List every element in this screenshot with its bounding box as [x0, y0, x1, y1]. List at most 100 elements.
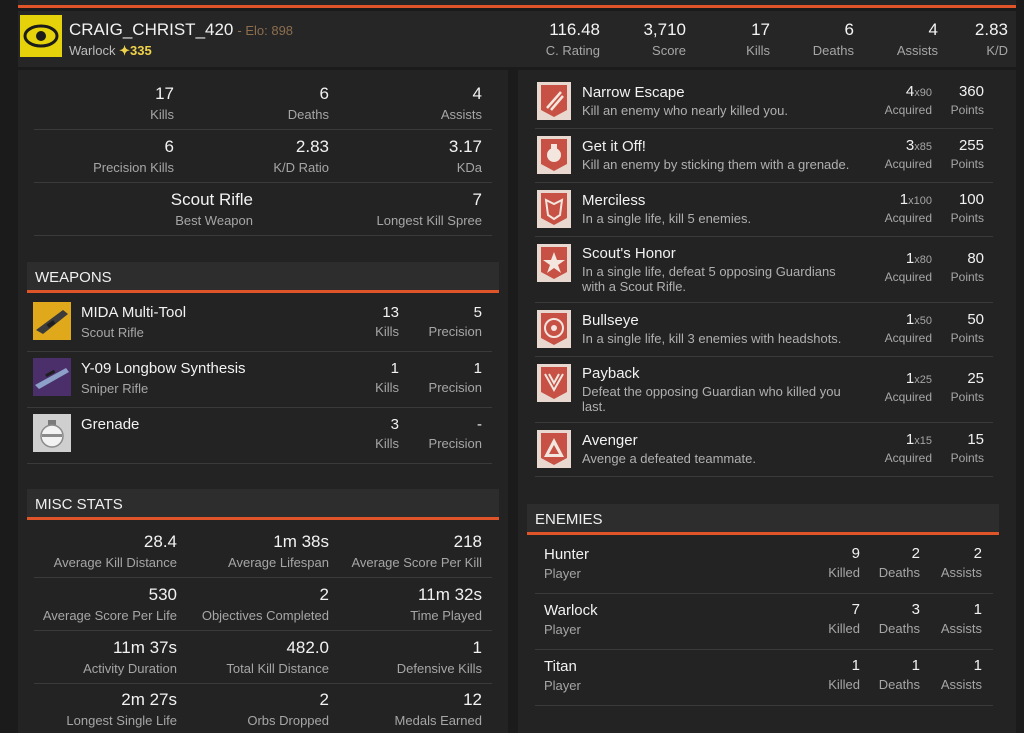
summary-row: 17 Kills 6 Deaths 4 Assists [34, 78, 492, 130]
header-stat-label: Assists [896, 43, 938, 58]
medal-row[interactable]: Payback Defeat the opposing Guardian who… [535, 358, 993, 423]
summary-kill-spree: 7 Longest Kill Spree [376, 190, 482, 228]
stat-label: Best Weapon [175, 213, 253, 228]
stat-label: Defensive Kills [396, 661, 482, 676]
narrow-escape-medal-icon [537, 82, 571, 120]
misc-stat: 218 Average Score Per Kill [351, 532, 482, 570]
enemy-row[interactable]: Hunter Player 9 Killed 2 Deaths 2 Assists [535, 538, 993, 594]
medal-row[interactable]: Get it Off! Kill an enemy by sticking th… [535, 130, 993, 183]
stat-label: Average Lifespan [228, 555, 329, 570]
medal-points: 80 Points [951, 250, 984, 284]
stat-value: - [477, 416, 482, 433]
misc-row: 28.4 Average Kill Distance 1m 38s Average … [34, 525, 492, 578]
weapons-header: WEAPONS [27, 262, 499, 293]
stat-value: 1m 38s [273, 532, 329, 551]
medal-name: Merciless [582, 192, 646, 209]
stat-value: 12 [463, 690, 482, 709]
header-stat-label: C. Rating [545, 43, 600, 58]
summary-deaths: 6 Deaths [288, 84, 329, 122]
enemy-row[interactable]: Warlock Player 7 Killed 3 Deaths 1 Assists [535, 594, 993, 650]
medal-row[interactable]: Scout's Honor In a single life, defeat 5… [535, 238, 993, 303]
scout-rifle-icon [33, 302, 71, 340]
right-panel [518, 70, 1016, 733]
medal-description: In a single life, kill 3 enemies with he… [582, 331, 842, 346]
misc-stat: 530 Average Score Per Life [43, 585, 177, 623]
enemies-header: ENEMIES [527, 504, 999, 535]
stat-value: 3 [390, 416, 399, 433]
enemy-assists: 1 Assists [941, 657, 982, 692]
stat-label: Average Score Per Kill [351, 555, 482, 570]
stat-value: 2m 27s [121, 690, 177, 709]
stat-label: Longest Kill Spree [376, 213, 482, 228]
medal-multiplier: x15 [914, 435, 932, 447]
weapon-row[interactable]: MIDA Multi-Tool Scout Rifle 13 Kills 5 Pre… [27, 296, 492, 352]
summary-kda: 3.17 KDa [449, 137, 482, 175]
stat-value: 7 [851, 601, 860, 618]
medal-row[interactable]: Avenger Avenge a defeated teammate. 1x15… [535, 424, 993, 477]
stat-value: 3.17 [448, 137, 482, 156]
enemy-type: Player [544, 678, 581, 693]
stat-label: Deaths [878, 677, 920, 692]
stat-label: Deaths [878, 621, 920, 636]
medal-points-label: Points [950, 451, 984, 465]
stat-label: Average Kill Distance [53, 555, 177, 570]
player-elo: - Elo: 898 [237, 23, 294, 38]
medal-count: 1x80 Acquired [885, 250, 932, 284]
medal-row[interactable]: Bullseye In a single life, kill 3 enemie… [535, 304, 993, 357]
medal-points-label: Points [950, 211, 984, 225]
header-stat-value: 3,710 [643, 20, 686, 39]
stat-label: Assists [940, 621, 982, 636]
medal-multiplier: x100 [908, 195, 932, 207]
stat-label: Kills [375, 436, 399, 451]
medal-name: Narrow Escape [582, 84, 685, 101]
stat-value: 1 [390, 360, 399, 377]
weapon-type: Sniper Rifle [81, 381, 149, 396]
header-stat-label: Score [652, 43, 686, 58]
medal-points-label: Points [950, 390, 984, 404]
stat-label: Killed [828, 621, 860, 636]
stat-label: Longest Single Life [66, 713, 177, 728]
stat-label: Kills [375, 324, 399, 339]
stat-value: 1 [911, 657, 920, 674]
medal-row[interactable]: Merciless In a single life, kill 5 enemi… [535, 184, 993, 237]
weapon-precision: 5 Precision [429, 304, 482, 339]
medal-description: Defeat the opposing Guardian who killed … [582, 384, 841, 414]
misc-stat: 1m 38s Average Lifespan [228, 532, 329, 570]
scouts-honor-medal-icon [537, 244, 571, 282]
enemy-row[interactable]: Titan Player 1 Killed 1 Deaths 1 Assists [535, 650, 993, 706]
medal-count: 3x85 Acquired [885, 137, 932, 171]
medal-count: 1x15 Acquired [885, 431, 932, 465]
light-level: 335 [130, 43, 152, 58]
medal-count: 4x90 Acquired [885, 83, 932, 117]
stat-value: 1 [973, 657, 982, 674]
header-stat-score: 3,710 Score [643, 20, 686, 58]
weapon-kills: 1 Kills [375, 360, 399, 395]
medal-points-value: 255 [958, 137, 984, 154]
grenade-medal-icon [537, 136, 571, 174]
stat-value: 1 [473, 360, 482, 377]
medal-name: Bullseye [582, 312, 639, 329]
medal-row[interactable]: Narrow Escape Kill an enemy who nearly k… [535, 76, 993, 129]
medal-description: Kill an enemy by sticking them with a gr… [582, 157, 850, 172]
weapon-row[interactable]: Y-09 Longbow Synthesis Sniper Rifle 1 Kil… [27, 352, 492, 408]
player-name[interactable]: CRAIG_CHRIST_420- Elo: 898 [69, 20, 293, 40]
medal-name: Scout's Honor [582, 245, 676, 262]
stat-label: KDa [456, 160, 482, 175]
weapon-row[interactable]: Grenade 3 Kills - Precision [27, 408, 492, 464]
player-class: Warlock ✦335 [69, 43, 152, 59]
stat-value: Scout Rifle [170, 190, 253, 209]
stat-value: 11m 32s [418, 585, 482, 604]
medal-acquired-label: Acquired [884, 390, 932, 404]
stat-label: Kills [150, 107, 174, 122]
grenade-icon [33, 414, 71, 452]
stat-label: Assists [940, 565, 982, 580]
weapon-name: MIDA Multi-Tool [81, 304, 187, 321]
medal-points-value: 100 [958, 191, 984, 208]
player-name-text[interactable]: CRAIG_CHRIST_420 [69, 20, 234, 39]
medal-points-label: Points [950, 331, 984, 345]
stat-label: Killed [828, 565, 860, 580]
stat-value: 2 [973, 545, 982, 562]
medal-points-value: 80 [967, 250, 984, 267]
weapon-kills: 13 Kills [375, 304, 399, 339]
stat-value: 5 [473, 304, 482, 321]
